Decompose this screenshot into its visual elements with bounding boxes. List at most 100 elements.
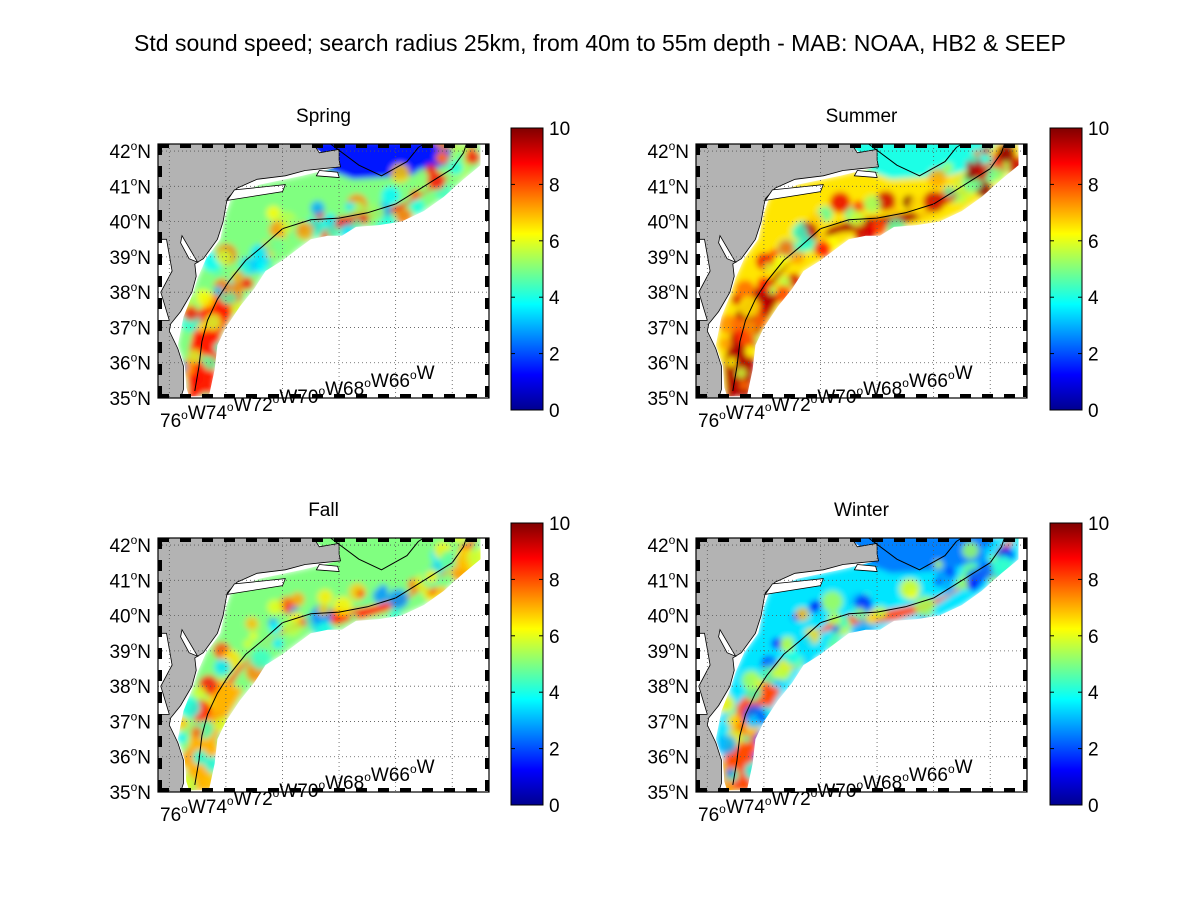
lat-tick-label: 39oN xyxy=(647,245,689,269)
colorbar-tick-label: 0 xyxy=(549,401,560,422)
shelf-break-isobath xyxy=(732,538,1005,785)
map-frame xyxy=(695,143,1028,399)
lat-tick-label: 37oN xyxy=(109,315,151,339)
colorbar-tick-label: 10 xyxy=(549,514,570,535)
colorbar-tick-label: 6 xyxy=(549,232,560,253)
colorbar-tick-label: 8 xyxy=(549,570,560,591)
colorbar-tick-label: 6 xyxy=(1088,232,1099,253)
lat-tick-label: 38oN xyxy=(109,280,151,304)
lon-tick-labels: 76oW74oW72oW70oW68oW66oW xyxy=(698,363,973,432)
lat-tick-label: 40oN xyxy=(647,210,689,234)
lat-tick-label: 36oN xyxy=(109,745,151,769)
lat-tick-label: 42oN xyxy=(647,533,689,557)
colorbar-gradient xyxy=(1049,522,1083,806)
figure-title: Std sound speed; search radius 25km, fro… xyxy=(134,30,1066,56)
colorbar-gradient xyxy=(1049,127,1083,411)
colorbar-tick-label: 8 xyxy=(1088,175,1099,196)
colorbar-tick-label: 0 xyxy=(1088,796,1099,817)
lat-tick-label: 41oN xyxy=(109,568,151,592)
lat-tick-label: 42oN xyxy=(109,533,151,557)
colorbar-gradient xyxy=(510,522,544,806)
colorbar-tick-label: 4 xyxy=(549,683,560,704)
southern-shelf-area xyxy=(186,285,243,397)
delaware-bay xyxy=(718,234,737,264)
colorbar: 0 2 4 6 8 10 xyxy=(1049,514,1109,817)
gulf-of-maine-isobath xyxy=(330,538,425,571)
colorbar-tick-label: 10 xyxy=(1088,119,1109,140)
lon-tick-labels: 76oW74oW72oW70oW68oW66oW xyxy=(160,757,435,826)
colorbar-gradient xyxy=(510,127,544,411)
panel-title: Winter xyxy=(834,500,890,521)
lat-tick-label: 35oN xyxy=(647,386,689,410)
shelf-break-isobath xyxy=(194,538,467,785)
map-panel-fall: Fall 35oN 36oN 37oN 38oN 39oN 40oN 41oN 42oN 76oW… xyxy=(109,500,570,826)
nantucket-sound xyxy=(315,170,340,178)
land-area xyxy=(158,144,341,398)
land-layer xyxy=(158,144,467,398)
inner-shelf-area xyxy=(715,538,1019,791)
nantucket-sound xyxy=(315,564,340,572)
lat-tick-label: 40oN xyxy=(109,604,151,628)
lat-tick-label: 35oN xyxy=(109,780,151,804)
colorbar-tick-label: 6 xyxy=(549,627,560,648)
lat-tick-label: 41oN xyxy=(647,174,689,198)
colorbar-tick-label: 6 xyxy=(1088,627,1099,648)
lat-tick-label: 35oN xyxy=(109,386,151,410)
land-area xyxy=(158,538,341,792)
colorbar-tick-label: 2 xyxy=(549,345,560,366)
lat-tick-label: 38oN xyxy=(647,674,689,698)
colorbar-tick-label: 4 xyxy=(1088,683,1099,704)
colorbar-tick-label: 2 xyxy=(1088,740,1099,761)
nantucket-sound xyxy=(853,564,878,572)
colorbar-tick-label: 0 xyxy=(1088,401,1099,422)
colorbar: 0 2 4 6 8 10 xyxy=(510,119,570,422)
colorbar-tick-label: 2 xyxy=(549,740,560,761)
delaware-bay xyxy=(180,628,199,658)
gulf-of-maine-isobath xyxy=(330,144,425,177)
lat-tick-label: 42oN xyxy=(109,139,151,163)
delaware-bay xyxy=(180,234,199,264)
lat-tick-label: 38oN xyxy=(109,674,151,698)
std-field xyxy=(177,538,481,791)
map-frame xyxy=(157,537,490,793)
lat-tick-label: 37oN xyxy=(109,709,151,733)
gulf-of-maine-area xyxy=(310,538,458,574)
lon-tick-labels: 76oW74oW72oW70oW68oW66oW xyxy=(698,757,973,826)
land-area xyxy=(696,538,879,792)
lat-tick-label: 39oN xyxy=(109,639,151,663)
colorbar-tick-label: 10 xyxy=(549,119,570,140)
map-frame xyxy=(695,537,1028,793)
map-frame xyxy=(157,143,490,399)
nantucket-sound xyxy=(853,170,878,178)
lat-tick-label: 39oN xyxy=(647,639,689,663)
colorbar: 0 2 4 6 8 10 xyxy=(510,514,570,817)
colorbar-tick-label: 8 xyxy=(549,175,560,196)
long-island-sound xyxy=(764,578,824,595)
long-island-sound xyxy=(226,578,286,595)
lat-tick-label: 36oN xyxy=(109,351,151,375)
lat-tick-label: 42oN xyxy=(647,139,689,163)
lat-tick-label: 40oN xyxy=(647,604,689,628)
panel-title: Spring xyxy=(296,106,351,127)
lat-tick-label: 36oN xyxy=(647,351,689,375)
lat-tick-label: 38oN xyxy=(647,280,689,304)
lat-tick-label: 35oN xyxy=(647,780,689,804)
panel-title: Fall xyxy=(308,500,339,521)
std-field xyxy=(715,538,1019,791)
long-island-sound xyxy=(764,184,824,201)
panel-title: Summer xyxy=(826,106,898,127)
colorbar: 0 2 4 6 8 10 xyxy=(1049,119,1109,422)
shelf-break-isobath xyxy=(732,144,1005,391)
colorbar-tick-label: 4 xyxy=(549,288,560,309)
colorbar-tick-label: 8 xyxy=(1088,570,1099,591)
colorbar-tick-label: 2 xyxy=(1088,345,1099,366)
gulf-of-maine-area xyxy=(848,538,996,574)
map-panel-summer: Summer 35oN 36oN 37oN 38oN 39oN 40oN 41oN 42oN 76… xyxy=(647,106,1109,432)
lat-tick-label: 39oN xyxy=(109,245,151,269)
map-panel-spring: Spring 35oN 36oN 37oN 38oN 39oN 40oN 41oN 42oN 76… xyxy=(109,106,570,432)
shelf-break-isobath xyxy=(194,144,467,391)
colorbar-tick-label: 0 xyxy=(549,796,560,817)
colorbar-tick-label: 4 xyxy=(1088,288,1099,309)
gulf-of-maine-isobath xyxy=(868,538,963,571)
